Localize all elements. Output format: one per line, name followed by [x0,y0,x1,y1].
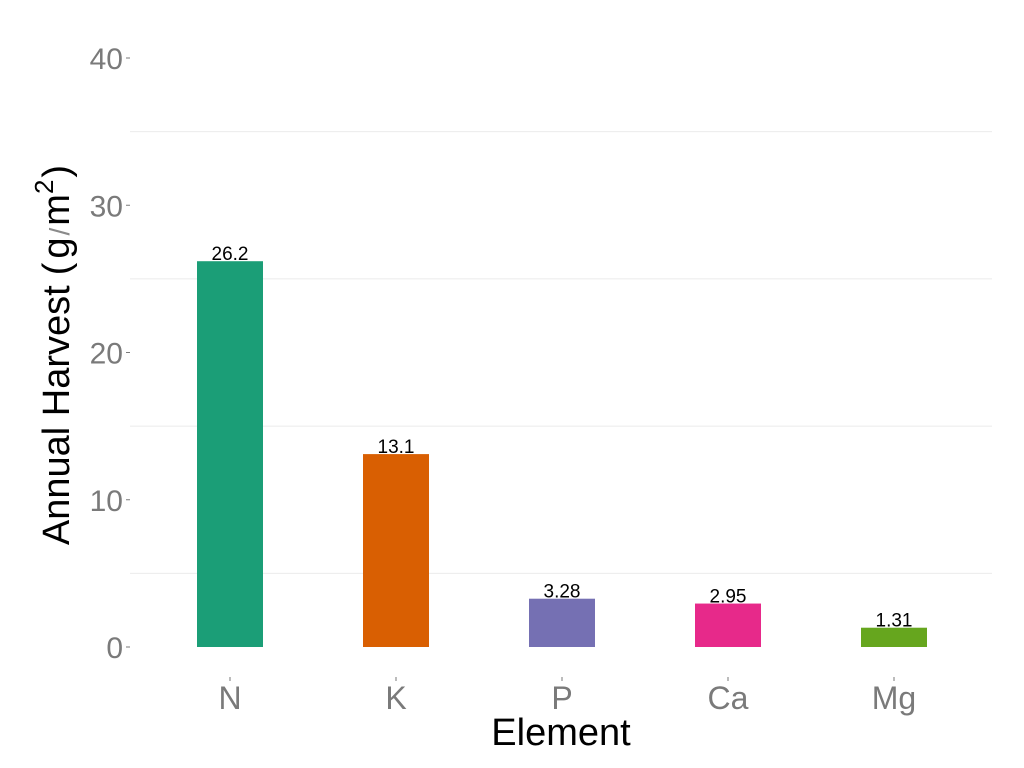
y-tick-label: 0 [106,632,123,665]
y-tick-label: 10 [90,485,123,518]
bar-n [197,261,263,647]
data-labels: 26.2 13.1 3.28 2.95 1.31 [212,244,913,632]
x-tick-label: K [385,680,406,716]
x-tick-label: N [218,680,241,716]
data-label: 3.28 [544,582,581,603]
y-tick-label: 20 [90,338,123,371]
bars [197,261,927,647]
y-axis-title: Annual Harvest ( g /m2) [29,165,78,545]
x-tick-label: Ca [708,680,749,716]
x-axis: N K P Ca Mg [218,677,916,716]
bar-k [363,454,429,647]
bar-p [529,598,595,647]
data-label: 1.31 [876,611,913,632]
y-axis-title-unit-denom: m [36,194,78,226]
y-axis-title-exponent: 2 [29,180,59,194]
y-axis-title-open-paren: ( [36,262,78,275]
x-tick-label: Mg [872,680,916,716]
y-axis-title-slash: / [44,227,75,235]
y-tick-label: 30 [90,190,123,223]
y-axis-title-unit-base: g [36,237,78,258]
gridlines [130,131,992,574]
bar-mg [861,627,927,647]
y-axis-title-close-paren: ) [36,165,78,178]
data-label: 13.1 [378,437,415,458]
bar-ca [695,603,761,647]
y-axis: 0 10 20 30 40 [90,43,130,665]
data-label: 26.2 [212,244,249,265]
y-tick-label: 40 [90,43,123,76]
x-axis-title: Element [491,712,631,754]
y-axis-title-text: Annual Harvest [36,285,78,545]
x-tick-label: P [551,680,572,716]
data-label: 2.95 [710,587,747,608]
